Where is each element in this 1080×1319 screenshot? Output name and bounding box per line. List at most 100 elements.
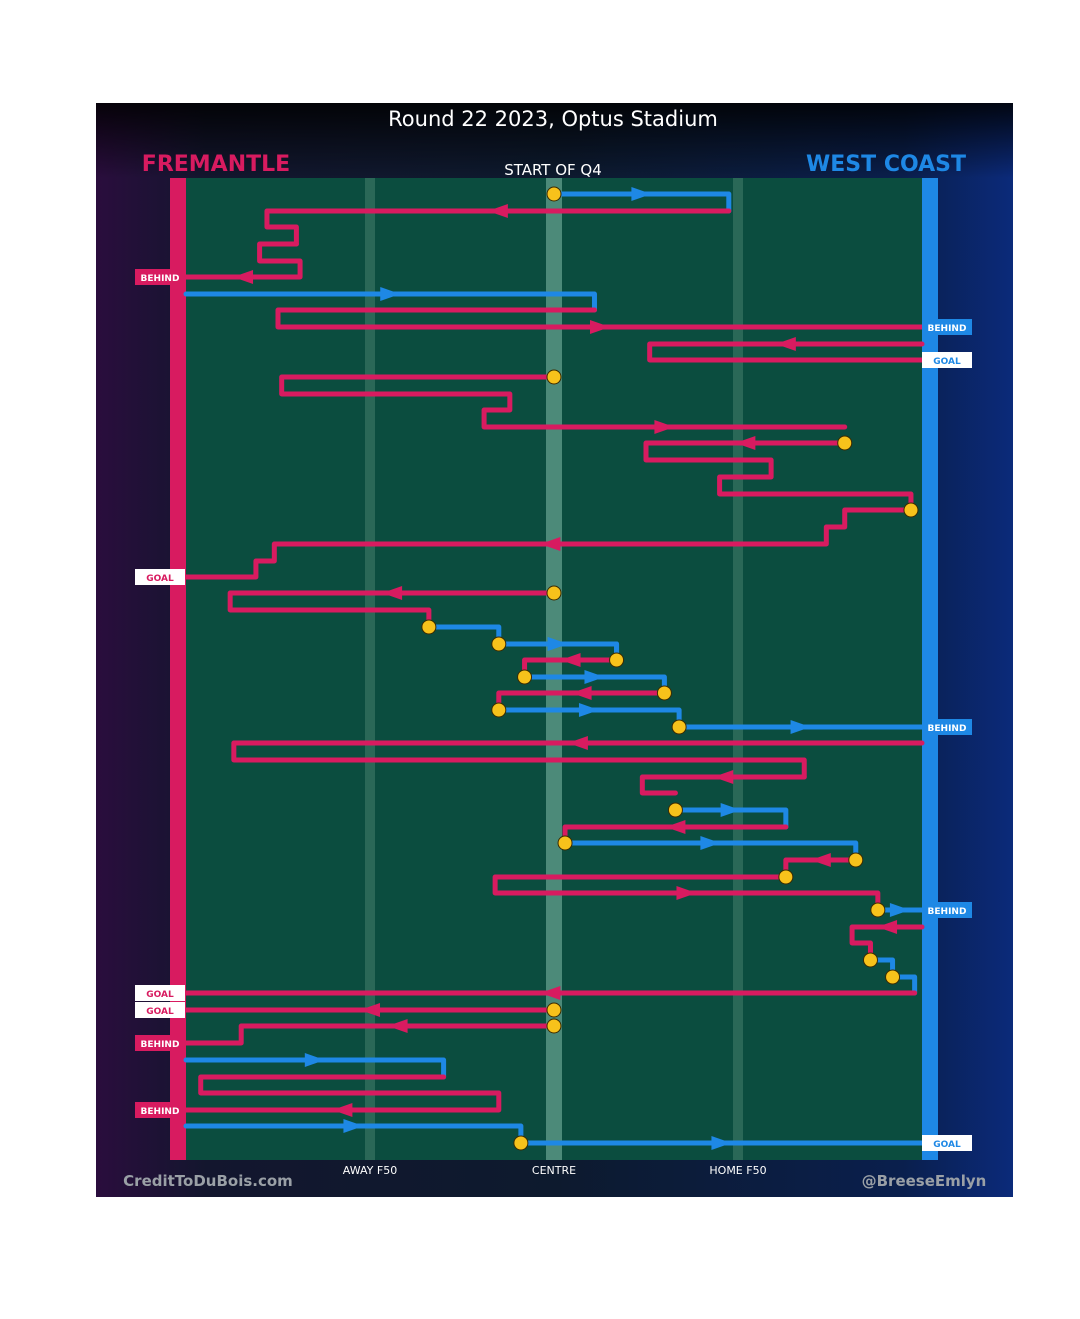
stoppage-marker (513, 1135, 529, 1151)
chain-arrow (665, 820, 686, 834)
zone-line (365, 178, 375, 1160)
stoppage-marker (491, 702, 507, 718)
stoppage-marker (848, 852, 864, 868)
stoppage-marker (421, 619, 437, 635)
stoppage-marker (870, 902, 886, 918)
result-badge (922, 352, 972, 368)
chain-arrow (700, 836, 721, 850)
result-label: GOAL (146, 1007, 174, 1017)
chain-line (492, 874, 881, 913)
stoppage-marker (903, 502, 919, 518)
result-label: GOAL (146, 990, 174, 1000)
chain-line (672, 807, 789, 830)
chain-arrow (711, 1136, 732, 1150)
period-label: START OF Q4 (504, 161, 602, 179)
stoppage-marker (546, 369, 562, 385)
chain-arrow (713, 770, 734, 784)
chain-arrow (567, 736, 588, 750)
stoppage-marker (656, 685, 672, 701)
result-label: BEHIND (141, 274, 180, 284)
stoppage-markers (421, 186, 919, 1151)
chain-arrow (360, 1003, 380, 1017)
result-label: GOAL (933, 357, 961, 367)
result-badge (922, 1135, 972, 1151)
credit-right: @BreeseEmlyn (862, 1172, 987, 1190)
chain-line (183, 241, 303, 280)
team-right-name: WEST COAST (806, 152, 966, 177)
chain-line (183, 291, 597, 313)
chain-arrow (889, 903, 910, 917)
chain-arrow (578, 703, 599, 717)
chain-line (264, 208, 732, 247)
stoppage-marker (546, 1018, 562, 1034)
chain-arrow (775, 337, 796, 351)
goal-line-left (170, 178, 186, 1160)
stoppage-marker (885, 969, 901, 985)
result-badge (135, 569, 185, 585)
chain-line (183, 1074, 502, 1113)
chain-arrow (343, 1119, 364, 1133)
result-badge (135, 269, 185, 285)
team-left-name: FREMANTLE (142, 152, 290, 177)
stoppage-marker (557, 835, 573, 851)
result-label: BEHIND (928, 324, 967, 334)
chain-arrow (720, 803, 741, 817)
x-tick-label: HOME F50 (709, 1164, 766, 1177)
chain-arrow (387, 1019, 408, 1033)
chart-title: Round 22 2023, Optus Stadium (388, 107, 718, 131)
chain-line (279, 374, 848, 430)
x-tick-label: AWAY F50 (343, 1164, 397, 1177)
stoppage-marker (491, 636, 507, 652)
chain-arrow (487, 204, 508, 218)
chain-arrow (810, 853, 831, 867)
zone-line (546, 178, 562, 1160)
chain-arrow (332, 1103, 353, 1117)
stoppage-marker (667, 802, 683, 818)
result-label: GOAL (933, 1140, 961, 1150)
stoppage-marker (546, 1002, 562, 1018)
result-label: BEHIND (141, 1107, 180, 1117)
result-badge (922, 719, 972, 735)
chain-line (231, 740, 925, 780)
stoppage-marker (609, 652, 625, 668)
chain-arrow (233, 270, 254, 284)
zone-lines (365, 178, 743, 1160)
chain-arrow (547, 637, 568, 651)
result-label: BEHIND (928, 907, 967, 917)
chain-arrow (676, 886, 697, 900)
result-badge (922, 319, 972, 335)
result-label: GOAL (146, 574, 174, 584)
chain-arrow (631, 187, 652, 201)
chain-arrow (540, 986, 561, 1000)
result-badge (135, 1035, 185, 1051)
chain-arrow (584, 670, 605, 684)
stoppage-marker (671, 719, 687, 735)
zone-line (733, 178, 743, 1160)
chain-arrow (380, 287, 401, 301)
result-badge (135, 985, 185, 1001)
chain-line (849, 924, 925, 963)
possession-chains (183, 187, 925, 1150)
chain-arrow (382, 586, 403, 600)
chain-arrow (735, 436, 756, 450)
result-label: BEHIND (141, 1040, 180, 1050)
chain-arrow (540, 537, 561, 551)
score-results: BEHIND BEHIND GOAL GOAL BEHIND BEHIND GOAL GOAL… (135, 269, 972, 1151)
result-badge (135, 1002, 185, 1018)
stoppage-marker (546, 585, 562, 601)
chain-line (183, 1057, 447, 1080)
x-tick-label: CENTRE (532, 1164, 576, 1177)
stoppage-marker (837, 435, 853, 451)
chain-arrow (654, 420, 675, 434)
stoppage-marker (862, 952, 878, 968)
header-band (96, 103, 1013, 178)
chain-arrow (571, 686, 592, 700)
credit-left: CreditToDuBois.com (123, 1172, 293, 1190)
chain-arrow (560, 653, 581, 667)
chain-arrow (877, 920, 898, 934)
chain-line (227, 590, 557, 630)
stoppage-marker (778, 869, 794, 885)
result-label: BEHIND (928, 724, 967, 734)
